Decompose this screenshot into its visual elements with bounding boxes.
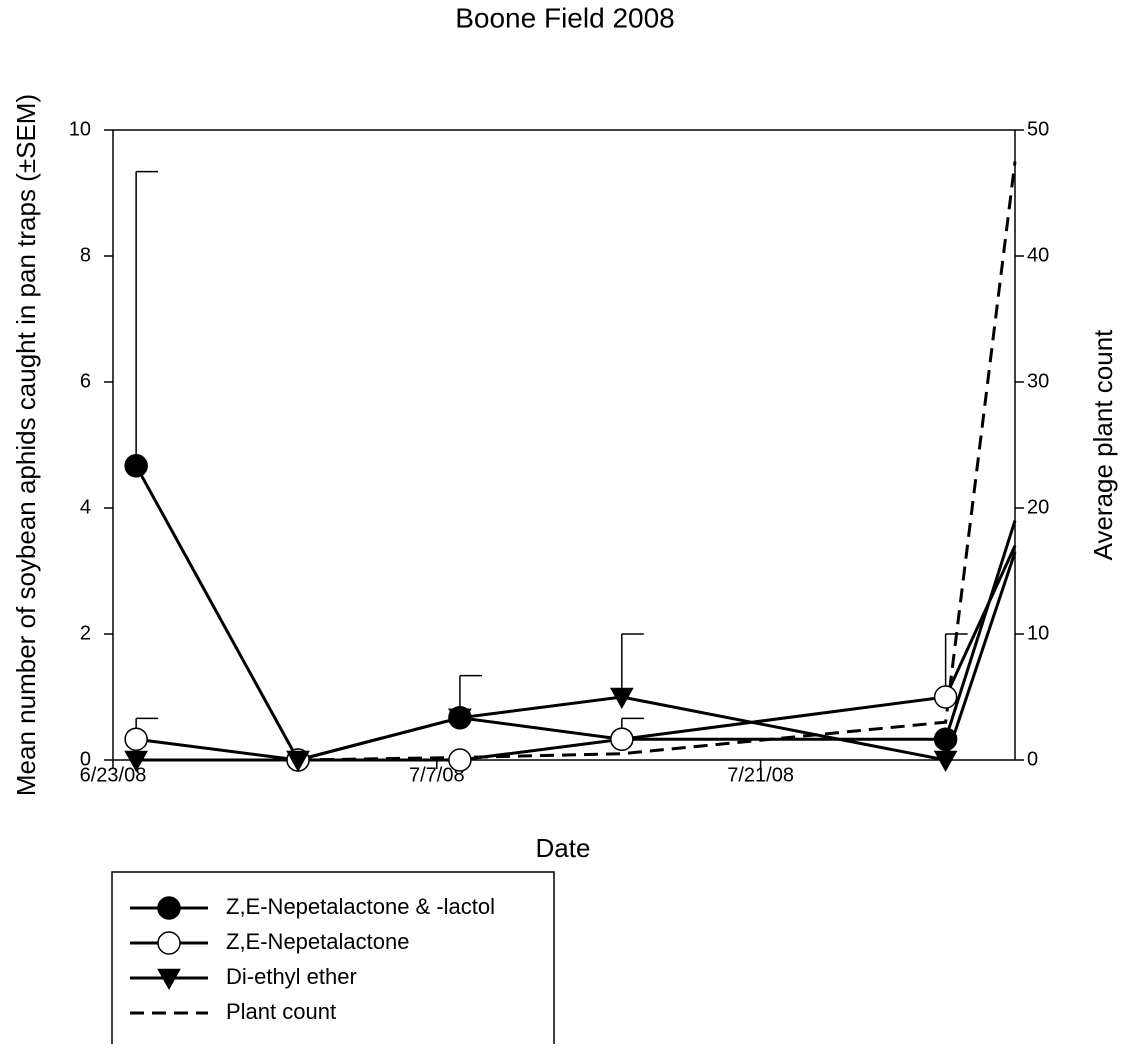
y-axis-label: Mean number of soybean aphids caught in … — [11, 94, 41, 796]
data-point — [448, 708, 472, 730]
y-tick-label: 6 — [80, 370, 91, 392]
data-point — [933, 727, 958, 751]
x-axis-label: Date — [536, 833, 591, 863]
y-tick-label: 2 — [80, 622, 91, 644]
legend-label: Plant count — [226, 999, 336, 1024]
legend-marker — [157, 931, 181, 955]
x-tick-label: 7/21/08 — [727, 764, 794, 786]
series-line — [298, 161, 1017, 762]
legend-marker — [157, 896, 181, 920]
x-tick-label: 6/23/08 — [80, 764, 147, 786]
y2-tick-label: 0 — [1027, 748, 1038, 770]
legend-label: Di-ethyl ether — [226, 964, 357, 989]
y2-tick-label: 40 — [1027, 244, 1049, 266]
data-point — [124, 727, 148, 751]
data-point — [286, 750, 310, 773]
data-point — [933, 685, 958, 709]
legend-label: Z,E-Nepetalactone — [226, 929, 409, 954]
y2-axis-label: Average plant count — [1088, 329, 1118, 561]
legend-marker — [157, 968, 181, 991]
y2-tick-label: 20 — [1027, 496, 1049, 518]
x-tick-label: 7/7/08 — [409, 764, 465, 786]
series-line — [136, 551, 1017, 762]
error-bar — [135, 170, 159, 466]
data-point — [124, 454, 148, 478]
y2-tick-label: 50 — [1027, 118, 1049, 140]
series-line — [134, 465, 1017, 762]
y2-tick-label: 10 — [1027, 622, 1049, 644]
y-tick-label: 4 — [80, 496, 91, 518]
y-tick-label: 0 — [80, 748, 91, 770]
data-point — [610, 727, 634, 751]
legend-label: Z,E-Nepetalactone & -lactol — [226, 894, 495, 919]
series-line — [135, 545, 1017, 762]
chart-title: Boone Field 2008 — [455, 2, 675, 33]
data-point — [609, 687, 634, 710]
legend-box — [111, 871, 555, 1049]
error-bar — [621, 633, 644, 697]
data-point — [933, 750, 958, 773]
data-point — [448, 748, 472, 772]
y-tick-label: 10 — [69, 118, 91, 140]
data-point — [124, 750, 148, 773]
plot-frame — [112, 129, 1016, 761]
y2-tick-label: 30 — [1027, 370, 1049, 392]
y-tick-label: 8 — [80, 244, 91, 266]
